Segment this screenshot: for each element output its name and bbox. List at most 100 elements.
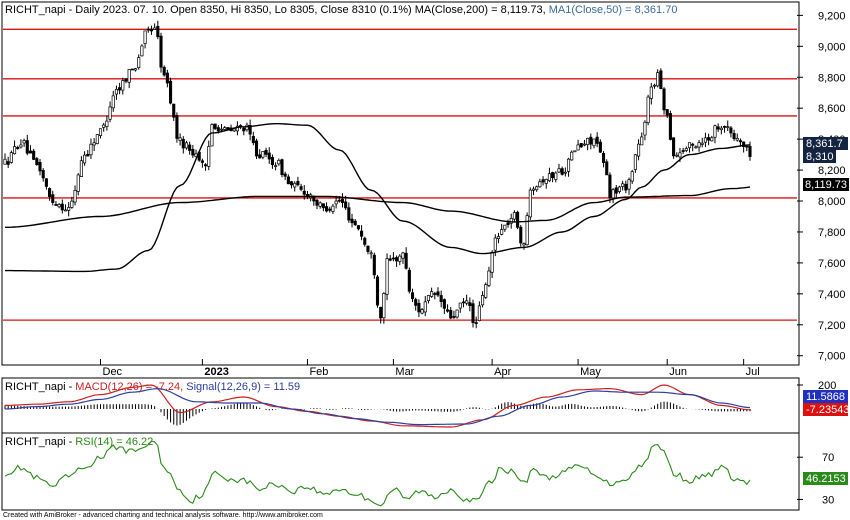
candle-body (385, 258, 389, 295)
candle-body (563, 171, 567, 174)
candle-body (277, 160, 281, 165)
candle-body (146, 28, 150, 31)
candle-body (334, 200, 338, 205)
candle-body (60, 203, 64, 211)
candle-body (528, 189, 532, 218)
candle-body (458, 302, 462, 309)
rsi-header-value: RSI(14) = 46.22 (75, 436, 153, 448)
candle-body (325, 206, 329, 212)
x-axis: Dec 2023 Feb Mar Apr May Jun Jul (100, 359, 760, 378)
candle-body (321, 203, 325, 209)
candle-body (442, 299, 446, 309)
candle-body (299, 186, 303, 190)
candle-body (541, 179, 545, 183)
candle-body (659, 70, 663, 90)
candle-body (382, 293, 386, 319)
signal-line (4, 387, 751, 426)
candle-body (519, 226, 523, 244)
candle-body (51, 194, 55, 203)
candle-body (63, 209, 68, 212)
candle-body (643, 121, 647, 136)
candle-body (38, 162, 42, 172)
candle-body (114, 89, 118, 95)
candle-body (315, 199, 319, 206)
candle-body (140, 45, 144, 57)
x-tick-label: Mar (395, 366, 414, 378)
rsi-header-name: RICHT_napi - (5, 436, 75, 448)
candle-body (264, 149, 268, 155)
candle-body (668, 113, 672, 140)
value-label-rsi: 46.2153 (806, 473, 846, 485)
candle-body (270, 156, 274, 166)
candle-body (420, 309, 424, 314)
candle-body (640, 136, 644, 146)
rsi-panel-frame (1, 432, 800, 511)
candle-body (41, 170, 45, 179)
candle-body (67, 207, 71, 211)
candle-body (487, 270, 491, 286)
candle-body (490, 251, 494, 273)
rsi-y-tick-label: 70 (822, 452, 834, 464)
candle-body (133, 68, 138, 71)
rsi-header: RICHT_napi - RSI(14) = 46.22 (5, 436, 153, 448)
candle-body (379, 306, 383, 319)
candle-body (347, 207, 351, 221)
candle-body (48, 188, 52, 198)
candle-body (627, 179, 631, 190)
candle-body (293, 182, 297, 188)
candle-body (700, 142, 704, 145)
candle-body (191, 149, 195, 156)
horizontal-lines (3, 28, 797, 321)
candle-body (366, 245, 370, 253)
candle-body (204, 164, 208, 167)
candle-body (710, 137, 714, 142)
candle-body (646, 96, 650, 124)
candle-body (468, 302, 472, 306)
candle-body (732, 133, 736, 139)
candle-body (649, 86, 653, 99)
candle-body (143, 30, 147, 44)
candle-body (713, 125, 717, 138)
candle-body (547, 173, 551, 182)
candle-body (503, 224, 507, 230)
candle-body (665, 109, 669, 116)
price-header-ma200: MA(Close,200) = 8,119.73, (415, 4, 549, 16)
candle-body (621, 183, 625, 187)
x-tick-label: Apr (494, 366, 511, 378)
candle-body (401, 252, 405, 259)
candle-body (3, 158, 7, 165)
candle-body (127, 69, 131, 83)
value-label-ma50: 8,361.7 (806, 138, 843, 150)
candle-body (414, 299, 418, 306)
candle-body (159, 35, 163, 68)
candle-body (484, 284, 488, 298)
price-y-tick-label: 7,200 (818, 320, 846, 332)
candle-body (633, 154, 637, 170)
candle-body (516, 211, 520, 228)
candle-body (242, 127, 246, 132)
candle-body (675, 154, 679, 157)
candle-body (672, 137, 676, 157)
candle-body (70, 200, 74, 208)
candle-body (76, 174, 80, 192)
candle-body (493, 237, 497, 251)
candle-body (687, 142, 692, 149)
candle-body (79, 160, 83, 177)
macd-header-macd: MACD(12,26) = -7.24, (75, 381, 186, 393)
candle-body (557, 168, 561, 173)
price-y-tick-label: 8,600 (818, 103, 846, 115)
candle-body (624, 183, 628, 191)
candle-body (105, 120, 109, 127)
candle-body (423, 301, 427, 313)
candle-body (417, 302, 421, 313)
candle-body (184, 142, 189, 149)
footer-credit: Created with AmiBroker - advanced charti… (3, 512, 323, 519)
candle-body (605, 161, 609, 176)
candle-body (662, 88, 666, 111)
candle-body (579, 143, 583, 148)
price-y-tick-label: 8,000 (818, 196, 846, 208)
candle-body (9, 152, 13, 163)
candle-body (678, 152, 682, 158)
candle-body (611, 189, 615, 199)
candle-body (108, 106, 112, 120)
